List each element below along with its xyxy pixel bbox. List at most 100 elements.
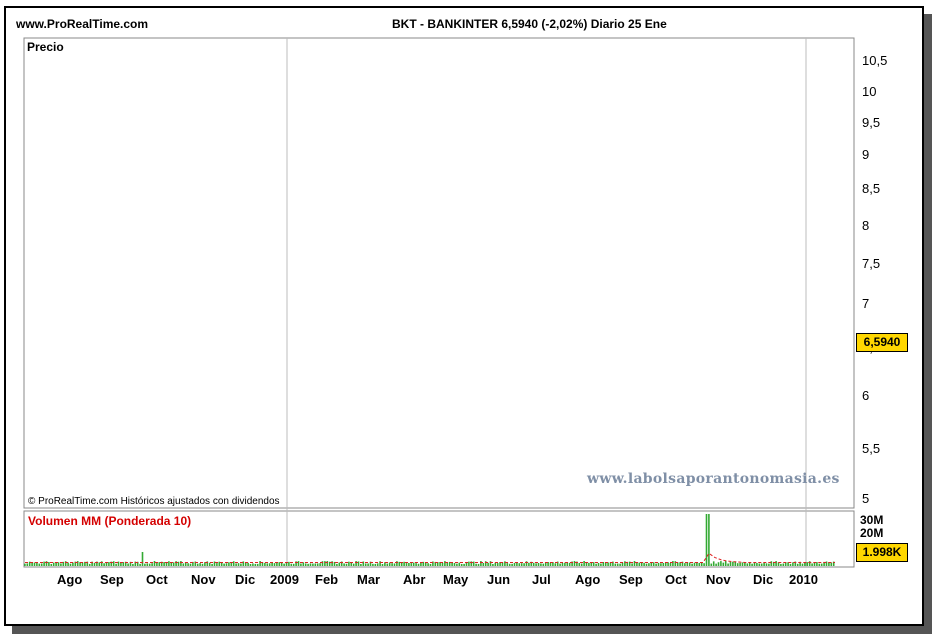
volume-bar xyxy=(304,563,307,566)
volume-bar xyxy=(628,561,631,566)
volume-bar xyxy=(196,563,199,566)
volume-bar xyxy=(513,562,516,566)
volume-bar xyxy=(751,563,753,566)
volume-bar xyxy=(103,563,105,566)
volume-bar xyxy=(74,561,77,566)
x-tick-label: Feb xyxy=(315,572,339,587)
volume-bar xyxy=(170,562,173,566)
volume-bar xyxy=(259,561,261,566)
volume-bar xyxy=(604,562,607,566)
volume-bar xyxy=(400,562,403,566)
volume-bar xyxy=(266,563,269,566)
volume-bar xyxy=(295,561,297,566)
volume-bar xyxy=(432,561,434,566)
volume-bar xyxy=(175,561,177,566)
volume-bar xyxy=(264,562,266,566)
volume-bar xyxy=(249,563,252,566)
volume-bar xyxy=(158,562,161,566)
volume-bar xyxy=(297,561,300,566)
volume-bar xyxy=(146,563,149,566)
x-tick-label: Mar xyxy=(357,572,381,587)
volume-bar xyxy=(830,562,833,566)
volume-bar xyxy=(86,561,89,566)
volume-bar xyxy=(480,561,482,566)
volume-bar xyxy=(28,561,31,566)
volume-bar xyxy=(412,562,415,566)
volume-bar xyxy=(602,561,605,566)
y-tick-label: 10 xyxy=(862,84,877,99)
volume-bar xyxy=(540,563,542,566)
volume-bar xyxy=(758,563,761,566)
volume-bar xyxy=(100,561,103,566)
volume-bar xyxy=(633,561,636,566)
volume-bar xyxy=(247,562,249,566)
volume-bar xyxy=(796,563,799,566)
volume-bar xyxy=(283,563,285,566)
volume-bar xyxy=(256,563,259,566)
volume-bar xyxy=(201,563,204,566)
volume-bar xyxy=(208,562,211,566)
volume-bar xyxy=(746,563,749,566)
volume-bar xyxy=(261,562,264,566)
volume-bar xyxy=(388,562,391,566)
volume-bar xyxy=(314,563,317,566)
volume-bar xyxy=(132,563,134,566)
volume-bar xyxy=(792,562,794,566)
y-tick-label: 7 xyxy=(862,296,870,311)
volume-bar xyxy=(698,562,701,566)
volume-bar xyxy=(487,562,489,566)
volume-bar xyxy=(427,563,429,566)
volume-bar xyxy=(429,563,432,566)
volume-bar xyxy=(780,563,782,566)
volume-bar xyxy=(720,561,722,566)
volume-bar xyxy=(484,561,487,566)
volume-bar xyxy=(177,561,180,566)
volume-bar xyxy=(504,561,506,566)
volume-bar xyxy=(96,561,98,566)
x-tick-label: Abr xyxy=(403,572,426,587)
volume-bar xyxy=(590,562,593,566)
volume-bar xyxy=(91,561,93,566)
x-tick-label: May xyxy=(443,572,469,587)
volume-bar xyxy=(417,563,420,566)
volume-bar xyxy=(93,562,96,566)
volume-bar xyxy=(772,561,775,566)
volume-bar xyxy=(549,562,552,566)
volume-bar xyxy=(710,563,713,566)
volume-bar xyxy=(607,562,609,566)
price-panel xyxy=(23,37,855,509)
volume-bar xyxy=(362,561,365,566)
volume-bar xyxy=(544,562,547,566)
volume-bar xyxy=(156,562,158,566)
volume-bar xyxy=(367,563,369,566)
volume-bar xyxy=(324,561,326,566)
volume-bar xyxy=(386,563,389,566)
volume-bar xyxy=(542,563,545,566)
volume-bar xyxy=(357,561,360,566)
volume-bar xyxy=(456,563,458,566)
volume-bar xyxy=(88,563,91,566)
volume-bar xyxy=(600,563,602,566)
volume-bar xyxy=(136,561,139,566)
volume-bar xyxy=(573,561,576,566)
volume-bar xyxy=(268,563,271,566)
volume-bar xyxy=(230,563,233,566)
volume-bar xyxy=(254,563,257,566)
volume-bar xyxy=(832,561,835,566)
volume-bar xyxy=(415,563,417,566)
volume-bar xyxy=(472,561,475,566)
gridlines xyxy=(286,38,807,567)
volume-bar xyxy=(568,562,571,566)
volume-bar xyxy=(381,563,384,566)
volume-bar xyxy=(808,561,811,566)
volume-bar xyxy=(712,561,715,566)
volume-bar xyxy=(638,562,641,566)
volume-bar xyxy=(105,562,108,566)
volume-bar xyxy=(302,562,305,566)
volume-bar xyxy=(108,562,110,566)
volume-bar xyxy=(784,562,787,566)
volume-bar xyxy=(242,561,245,566)
x-tick-label: Nov xyxy=(191,572,216,587)
volume-bar xyxy=(355,561,357,566)
